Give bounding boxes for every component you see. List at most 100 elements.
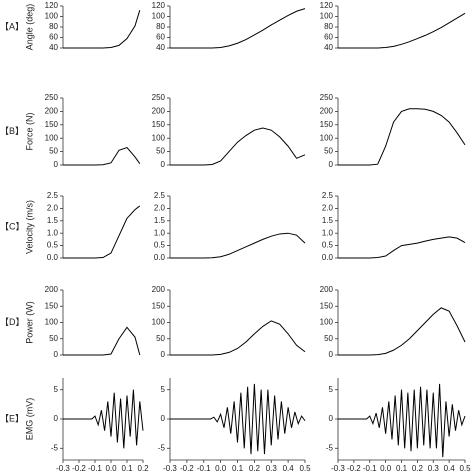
y-tick-label: 100 [152,318,166,327]
x-tick-label: 0.1 [232,464,244,473]
y-tick-label: 250 [320,93,334,102]
y-tick-label: 50 [49,147,58,156]
x-tick-label: 0.3 [266,464,278,473]
data-line [63,10,141,49]
y-tick-label: 2.5 [322,191,334,200]
y-tick-label: 50 [324,147,333,156]
panel: 0 50 100 150 200 Power (W)【D】 [0,285,64,359]
data-line [170,320,306,356]
y-tick-label: 150 [45,301,59,310]
y-tick-label: 0.0 [154,253,166,262]
y-tick-label: 120 [320,1,334,10]
y-tick-label: 200 [45,285,59,294]
x-tick-label: 0.0 [215,464,227,473]
y-tick-label: 0 [161,160,166,169]
x-tick-label: 0.0 [105,464,117,473]
y-tick-label: 0 [161,414,166,423]
y-tick-label: 1.5 [322,216,334,225]
panel: -505-0.3 -0.2 -0.1 0.0 0.1 0.2 0.3 0.4 0.5 [326,378,471,473]
panel-label: 【A】 [0,21,24,31]
panel-label: 【D】 [0,317,25,327]
y-tick-label: 100 [320,12,334,21]
data-line [63,146,141,166]
y-tick-label: 0 [329,414,334,423]
y-tick-label: 5 [54,385,59,394]
y-tick-label: 2.5 [47,191,59,200]
y-axis-label: Angle (deg) [24,4,34,51]
y-tick-label: 50 [324,334,333,343]
y-tick-label: 150 [152,120,166,129]
y-axis-label: Power (W) [24,301,34,344]
y-tick-label: 120 [152,1,166,10]
panel: 0.0 0.5 1.0 1.5 2.0 2.5 [154,191,171,262]
panel: -505-0.3 -0.2 -0.1 0.0 0.1 0.2 0.3 0.4 0.5 [158,378,311,473]
y-tick-label: 5 [161,385,166,394]
y-tick-label: 250 [152,93,166,102]
data-line [170,8,306,49]
y-axis-label: EMG (mV) [24,398,34,441]
panel: 0 50 100 150 200 250 [152,93,171,169]
y-tick-label: 200 [320,107,334,116]
panel-label: 【B】 [0,126,24,136]
y-tick-label: 150 [45,120,59,129]
y-tick-label: 2.0 [322,204,334,213]
x-tick-label: -0.2 [72,464,86,473]
y-tick-label: -5 [158,443,166,452]
x-tick-label: 0.5 [459,464,471,473]
panel-label: 【E】 [0,413,24,423]
y-tick-label: 0 [54,350,59,359]
x-tick-label: 0.1 [121,464,133,473]
y-tick-label: 0.5 [47,241,59,250]
data-line [170,232,306,259]
x-tick-label: -0.1 [88,464,102,473]
y-tick-label: 0.5 [322,241,334,250]
y-tick-label: 0 [54,160,59,169]
y-tick-label: 1.0 [47,228,59,237]
y-tick-label: 60 [324,33,333,42]
y-tick-label: 150 [320,301,334,310]
y-tick-label: 1.5 [154,216,166,225]
y-tick-label: 200 [152,107,166,116]
y-tick-label: 1.0 [154,228,166,237]
y-tick-label: 100 [320,133,334,142]
y-tick-label: 50 [49,334,58,343]
y-tick-label: 50 [156,334,165,343]
data-line [170,383,306,455]
y-tick-label: 200 [45,107,59,116]
x-tick-label: 0.2 [249,464,261,473]
panel: 0.0 0.5 1.0 1.5 2.0 2.5 [322,191,339,262]
y-tick-label: 100 [152,12,166,21]
y-tick-label: 80 [324,22,333,31]
x-tick-label: -0.1 [197,464,211,473]
y-tick-label: 60 [49,33,58,42]
y-tick-label: 100 [152,133,166,142]
y-tick-label: 40 [324,43,333,52]
data-line [338,236,466,259]
x-tick-label: 0.5 [299,464,311,473]
data-line [338,108,466,166]
y-tick-label: 60 [156,33,165,42]
y-tick-label: 120 [45,1,59,10]
y-tick-label: 80 [156,22,165,31]
y-tick-label: 2.5 [154,191,166,200]
x-tick-label: -0.3 [331,464,345,473]
y-tick-label: 100 [320,318,334,327]
y-tick-label: 250 [45,93,59,102]
y-tick-label: 200 [320,285,334,294]
y-tick-label: 0 [329,160,334,169]
y-tick-label: 80 [49,22,58,31]
x-tick-label: -0.3 [56,464,70,473]
y-tick-label: 150 [320,120,334,129]
y-tick-label: 0 [329,350,334,359]
data-line [63,389,144,449]
panel: 0 50 100 150 200 [152,285,171,359]
panel: 0 50 100 150 200 250 Force (N)【B】 [0,93,64,169]
y-axis-label: Velocity (m/s) [24,200,34,254]
x-tick-label: -0.2 [180,464,194,473]
panel: 0.0 0.5 1.0 1.5 2.0 2.5 Velocity (m/s)【C】 [0,191,64,262]
y-tick-label: 50 [156,147,165,156]
y-tick-label: 1.0 [322,228,334,237]
